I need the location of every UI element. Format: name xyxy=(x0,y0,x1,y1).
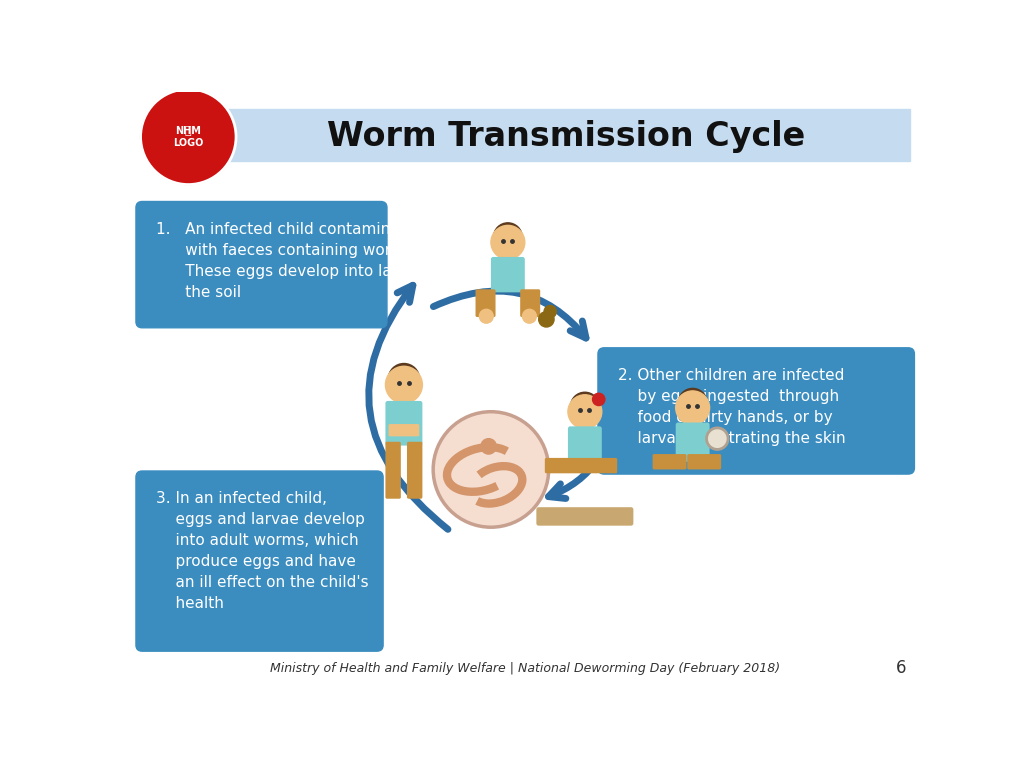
Text: 6: 6 xyxy=(896,659,906,677)
Circle shape xyxy=(593,393,605,406)
FancyBboxPatch shape xyxy=(652,454,686,469)
FancyBboxPatch shape xyxy=(223,109,909,161)
Circle shape xyxy=(385,366,422,403)
FancyBboxPatch shape xyxy=(388,424,419,436)
Text: NHM
LOGO: NHM LOGO xyxy=(173,126,204,147)
Circle shape xyxy=(539,312,554,327)
Circle shape xyxy=(143,92,233,181)
Circle shape xyxy=(568,395,602,429)
Text: 2. Other children are infected
    by eggs ingested  through
    food or dirty h: 2. Other children are infected by eggs i… xyxy=(617,368,846,445)
FancyBboxPatch shape xyxy=(545,458,583,473)
FancyBboxPatch shape xyxy=(385,401,422,445)
Circle shape xyxy=(433,412,549,527)
Circle shape xyxy=(479,310,494,323)
FancyBboxPatch shape xyxy=(520,290,541,317)
FancyBboxPatch shape xyxy=(687,454,721,469)
Circle shape xyxy=(140,89,237,184)
FancyBboxPatch shape xyxy=(136,471,383,651)
Circle shape xyxy=(522,310,537,323)
Circle shape xyxy=(570,392,599,421)
FancyBboxPatch shape xyxy=(598,348,914,474)
Circle shape xyxy=(544,306,556,318)
FancyBboxPatch shape xyxy=(385,442,400,498)
FancyBboxPatch shape xyxy=(407,442,422,498)
Circle shape xyxy=(494,223,522,252)
Text: Ministry of Health and Family Welfare | National Deworming Day (February 2018): Ministry of Health and Family Welfare | … xyxy=(269,661,780,674)
FancyBboxPatch shape xyxy=(537,507,634,525)
Circle shape xyxy=(707,428,728,449)
Text: 🏥: 🏥 xyxy=(185,126,191,136)
Circle shape xyxy=(481,439,497,454)
FancyBboxPatch shape xyxy=(580,458,617,473)
Circle shape xyxy=(490,225,525,260)
FancyBboxPatch shape xyxy=(490,257,524,293)
Text: 1.   An infected child contaminates soil
      with faeces containing worm eggs.: 1. An infected child contaminates soil w… xyxy=(156,221,454,300)
FancyBboxPatch shape xyxy=(676,422,710,462)
FancyBboxPatch shape xyxy=(568,426,602,465)
Text: 3. In an infected child,
    eggs and larvae develop
    into adult worms, which: 3. In an infected child, eggs and larvae… xyxy=(156,491,369,611)
Circle shape xyxy=(388,363,420,395)
Circle shape xyxy=(678,389,707,417)
Text: Worm Transmission Cycle: Worm Transmission Cycle xyxy=(328,120,806,153)
FancyBboxPatch shape xyxy=(475,290,496,317)
Circle shape xyxy=(676,391,710,425)
FancyBboxPatch shape xyxy=(136,201,387,328)
